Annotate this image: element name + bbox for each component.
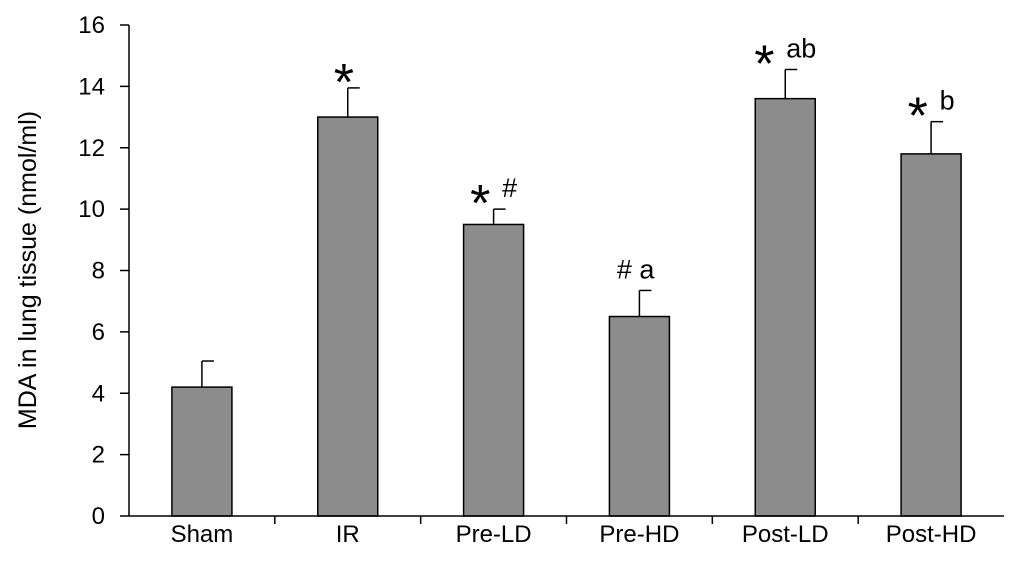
significance-label: b [940,86,955,116]
x-tick-label: IR [336,521,360,548]
bar [608,315,671,517]
y-tick-label: 14 [78,73,105,100]
x-tick-label: Sham [171,521,234,548]
y-tick-label: 16 [78,12,105,39]
y-tick-label: 10 [78,196,105,223]
x-tick-label: Post-LD [742,521,829,548]
x-tick-label: Pre-HD [599,521,679,548]
bar [754,97,816,517]
bar [900,153,962,517]
x-tick-label: Pre-LD [456,521,532,548]
y-tick-label: 8 [92,258,105,285]
significance-star: * [334,54,354,112]
y-tick-label: 4 [92,380,105,407]
x-tick-label: Post-HD [886,521,977,548]
y-axis-label: MDA in lung tissue (nmol/ml) [14,111,42,429]
bars: * * # # a * ab * b [171,33,962,517]
x-axis: Sham IR Pre-LD Pre-HD Post-LD Post-HD [129,515,1004,548]
significance-label: # [502,173,517,203]
bar [462,223,525,517]
significance-label: # a [617,254,656,284]
bar [317,116,379,517]
y-tick-label: 0 [92,503,105,530]
bar [171,386,233,517]
y-tick-label: 12 [78,135,105,162]
y-tick-label: 2 [92,442,105,469]
significance-star: * [470,175,490,233]
significance-star: * [908,88,928,146]
y-axis: 0 2 4 6 8 10 12 14 16 [78,12,130,530]
significance-star: * [754,35,774,93]
significance-label: ab [786,33,816,63]
y-tick-label: 6 [92,319,105,346]
